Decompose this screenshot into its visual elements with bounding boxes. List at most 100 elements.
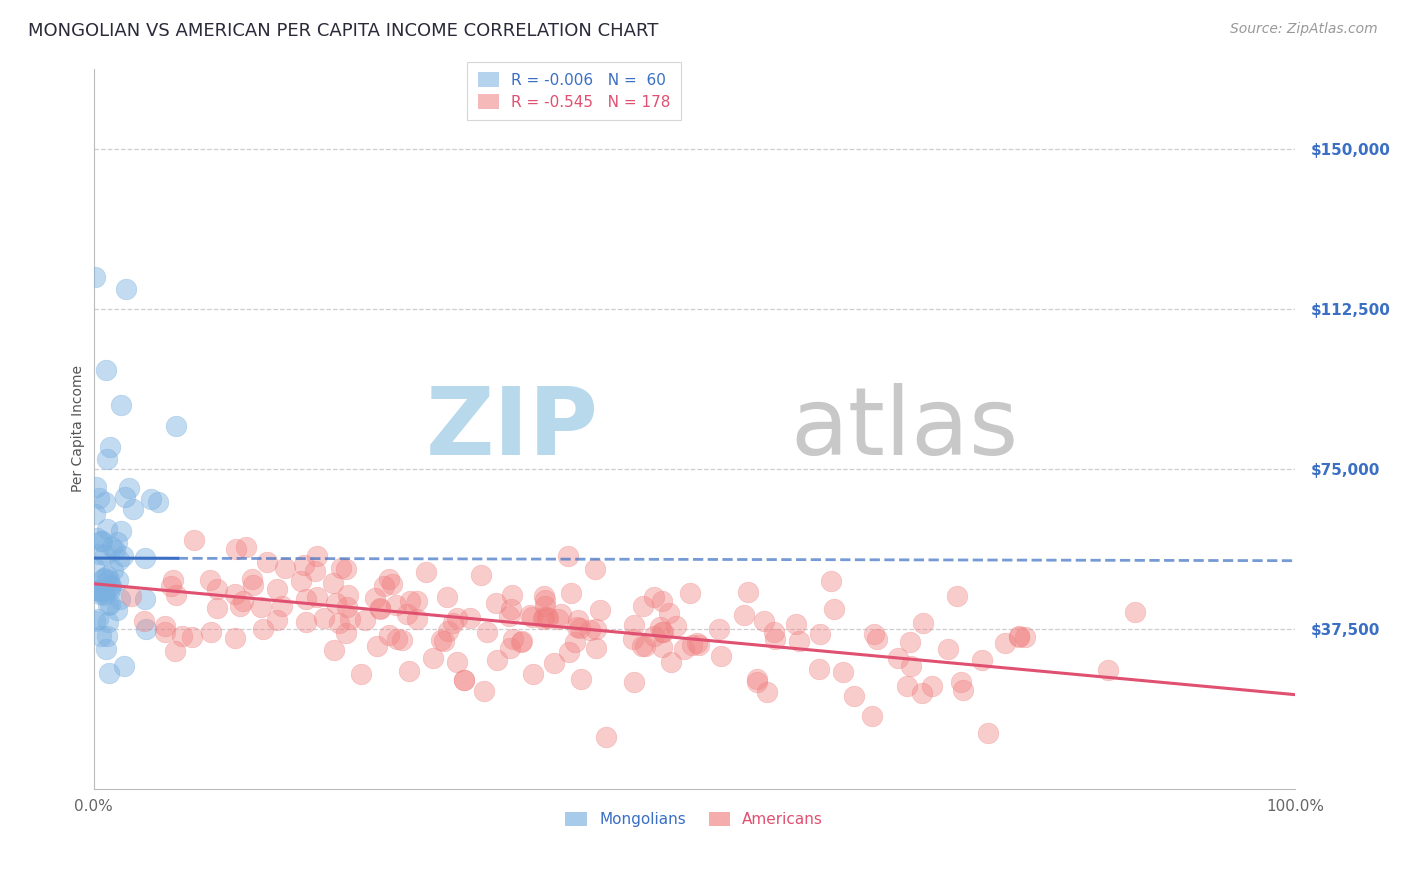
Point [110,398,132,412]
Point [84,614,107,628]
Point [633,639,655,653]
Point [898,634,921,648]
Point [533,589,555,603]
Point [97,665,120,680]
Point [762,625,785,640]
Point [946,590,969,604]
Point [103,563,125,577]
Point [747,675,769,690]
Point [84,507,107,521]
Point [242,578,264,592]
Point [83,560,105,574]
Point [96,452,118,467]
Point [623,674,645,689]
Point [631,599,654,614]
Point [132,614,155,628]
Point [155,619,177,633]
Point [398,665,420,679]
Point [658,606,681,620]
Point [950,675,973,690]
Point [808,627,831,641]
Point [384,599,406,613]
Point [567,614,589,628]
Point [472,684,495,698]
Point [952,682,974,697]
Point [710,649,733,664]
Point [385,632,408,646]
Point [135,622,157,636]
Point [643,629,665,643]
Point [232,593,254,607]
Point [90,533,112,548]
Point [305,549,328,563]
Point [912,616,935,631]
Text: atlas: atlas [790,383,1019,475]
Point [97,615,120,630]
Point [304,565,326,579]
Point [650,620,672,634]
Point [911,685,934,699]
Point [1014,630,1036,644]
Point [98,598,121,612]
Point [330,560,353,574]
Point [458,611,481,625]
Point [533,610,555,624]
Point [105,602,128,616]
Point [118,481,141,495]
Point [976,725,998,739]
Point [104,543,127,558]
Point [499,601,522,615]
Point [163,643,186,657]
Point [354,613,377,627]
Point [896,679,918,693]
Point [87,612,110,626]
Point [595,731,617,745]
Point [560,586,582,600]
Point [446,610,468,624]
Point [134,551,156,566]
Point [294,558,316,573]
Point [93,578,115,592]
Text: MONGOLIAN VS AMERICAN PER CAPITA INCOME CORRELATION CHART: MONGOLIAN VS AMERICAN PER CAPITA INCOME … [28,22,658,40]
Point [900,659,922,673]
Point [162,574,184,588]
Point [98,578,121,592]
Point [378,628,401,642]
Point [970,653,993,667]
Point [200,573,222,587]
Point [96,522,118,536]
Point [673,642,696,657]
Point [339,612,361,626]
Point [643,590,665,604]
Point [91,572,114,586]
Point [755,684,778,698]
Point [787,634,810,648]
Point [571,672,593,686]
Point [110,591,132,606]
Point [229,599,252,614]
Point [430,633,453,648]
Point [565,620,588,634]
Point [148,494,170,508]
Point [860,709,883,723]
Point [266,614,288,628]
Point [112,659,135,673]
Point [141,491,163,506]
Point [381,576,404,591]
Point [631,640,654,654]
Point [422,651,444,665]
Point [84,480,107,494]
Point [522,666,544,681]
Point [94,642,117,657]
Text: ZIP: ZIP [426,383,598,475]
Point [823,602,845,616]
Point [170,629,193,643]
Point [501,588,523,602]
Point [446,656,468,670]
Point [350,666,373,681]
Point [96,629,118,643]
Point [115,282,138,296]
Point [763,632,786,646]
Point [84,269,107,284]
Point [252,622,274,636]
